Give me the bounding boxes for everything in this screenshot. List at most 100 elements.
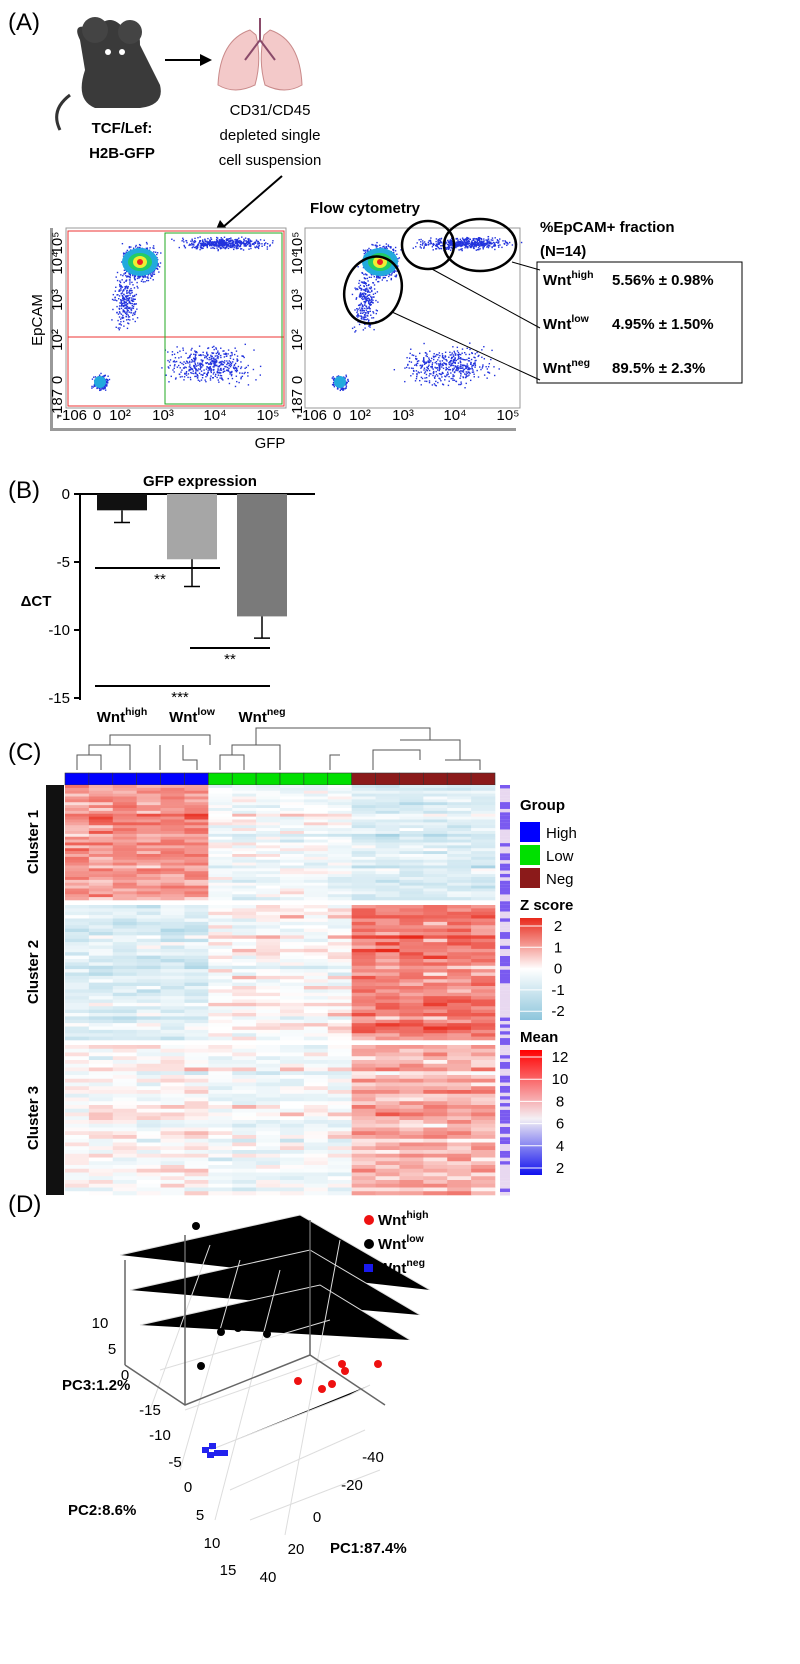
dot bbox=[471, 364, 473, 367]
heat-cell bbox=[232, 808, 257, 812]
dot bbox=[150, 275, 153, 278]
dot bbox=[475, 238, 478, 240]
dot bbox=[233, 243, 235, 245]
dot bbox=[427, 241, 430, 244]
dot bbox=[356, 315, 358, 317]
heat-cell bbox=[303, 802, 329, 806]
dot bbox=[480, 243, 483, 246]
dot bbox=[426, 369, 429, 372]
dot bbox=[220, 372, 222, 374]
dot bbox=[137, 287, 139, 289]
dot bbox=[127, 316, 130, 318]
dot bbox=[199, 368, 201, 371]
dot bbox=[120, 300, 122, 302]
dot bbox=[442, 372, 444, 375]
dot bbox=[118, 323, 121, 325]
dot bbox=[217, 249, 219, 251]
dot bbox=[393, 368, 396, 371]
flow-dots bbox=[331, 235, 523, 392]
dot bbox=[264, 242, 266, 245]
dot bbox=[178, 246, 180, 249]
dot bbox=[360, 295, 362, 297]
heat-cell bbox=[160, 802, 185, 806]
dot bbox=[477, 355, 479, 358]
dot bbox=[216, 351, 219, 354]
heat-cell bbox=[327, 793, 352, 797]
dot bbox=[448, 380, 450, 382]
dot bbox=[359, 312, 362, 314]
heat-cell bbox=[184, 813, 209, 817]
dot bbox=[129, 294, 131, 296]
dot bbox=[479, 242, 482, 245]
mouse-label: TCF/Lef: bbox=[92, 120, 153, 137]
dot bbox=[385, 245, 387, 248]
heat-cell bbox=[447, 799, 472, 803]
dot bbox=[208, 358, 210, 361]
dot bbox=[121, 316, 123, 319]
dot bbox=[411, 354, 413, 356]
dot bbox=[182, 237, 184, 240]
dot bbox=[331, 377, 333, 379]
dot bbox=[112, 293, 115, 296]
dot bbox=[259, 239, 262, 241]
heat-cell bbox=[256, 796, 281, 800]
dot bbox=[363, 252, 366, 255]
dot bbox=[118, 295, 121, 297]
dot bbox=[240, 248, 243, 250]
dot bbox=[247, 240, 250, 242]
dot bbox=[204, 240, 206, 242]
dot bbox=[227, 241, 229, 244]
dot bbox=[223, 356, 226, 358]
dot bbox=[204, 239, 206, 241]
heat-cell bbox=[184, 819, 209, 823]
dot bbox=[219, 361, 221, 363]
fraction-title: %EpCAM+ fraction bbox=[540, 219, 675, 236]
dot bbox=[504, 240, 506, 242]
axis-frame bbox=[50, 428, 516, 431]
dot bbox=[247, 241, 250, 244]
dot bbox=[222, 350, 224, 352]
dot bbox=[435, 370, 437, 373]
dot bbox=[364, 288, 367, 290]
dot bbox=[206, 358, 208, 360]
dot bbox=[452, 360, 454, 362]
dot bbox=[224, 244, 226, 246]
dot bbox=[410, 361, 413, 363]
dot bbox=[134, 278, 136, 281]
dot bbox=[219, 242, 221, 245]
heat-cell bbox=[375, 810, 400, 815]
dot bbox=[445, 369, 447, 371]
dot bbox=[217, 350, 219, 352]
dot bbox=[210, 357, 213, 360]
heat-cell bbox=[375, 785, 400, 789]
dot bbox=[247, 375, 249, 377]
dot bbox=[125, 304, 127, 307]
dot bbox=[216, 245, 218, 248]
group-cell bbox=[351, 772, 376, 786]
dot bbox=[257, 247, 260, 250]
heat-cell bbox=[327, 816, 352, 820]
dot bbox=[178, 357, 180, 359]
heat-cell bbox=[65, 808, 90, 812]
dot bbox=[368, 247, 370, 250]
dot bbox=[333, 377, 336, 380]
heat-cell bbox=[471, 810, 496, 815]
dot bbox=[353, 326, 356, 328]
dot bbox=[373, 296, 375, 298]
dot bbox=[214, 364, 217, 367]
dot bbox=[189, 366, 192, 368]
heat-cell bbox=[280, 816, 305, 820]
heat-cell bbox=[232, 793, 257, 797]
dot bbox=[246, 243, 249, 246]
dot bbox=[488, 362, 491, 365]
dot bbox=[367, 284, 370, 287]
dot bbox=[359, 292, 362, 294]
dot bbox=[445, 359, 448, 361]
dot bbox=[466, 366, 469, 368]
heat-cell bbox=[112, 808, 137, 812]
dot bbox=[161, 367, 163, 369]
heat-cell bbox=[280, 805, 305, 809]
dot bbox=[254, 242, 256, 244]
dot bbox=[106, 384, 108, 386]
heat-cell bbox=[65, 813, 90, 817]
